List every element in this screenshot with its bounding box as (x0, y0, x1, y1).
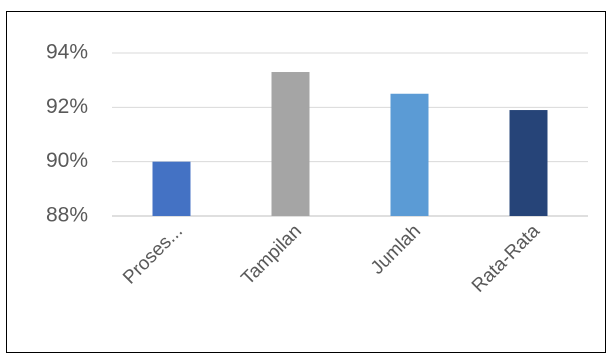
bars (152, 72, 548, 217)
x-tick-label: Jumlah (367, 221, 425, 279)
y-tick-label: 90% (46, 149, 88, 172)
y-tick-label: 94% (46, 41, 88, 64)
bar (152, 161, 191, 216)
x-tick-label: Proses... (119, 221, 187, 289)
bar (390, 93, 429, 216)
bar (271, 72, 310, 217)
x-tick-label: Rata-Rata (468, 220, 544, 296)
y-axis: 94% 92% 90% 88% (46, 41, 88, 227)
y-tick-label: 92% (46, 95, 88, 118)
y-tick-label: 88% (46, 204, 88, 227)
bar (509, 110, 548, 216)
gridlines (112, 52, 588, 217)
x-tick-label: Tampilan (237, 221, 306, 290)
x-axis: Proses... Tampilan Jumlah Rata-Rata (119, 220, 544, 296)
